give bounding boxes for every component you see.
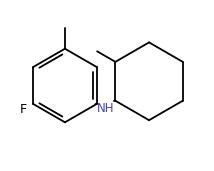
Text: F: F [19,103,27,116]
Text: NH: NH [97,102,114,115]
